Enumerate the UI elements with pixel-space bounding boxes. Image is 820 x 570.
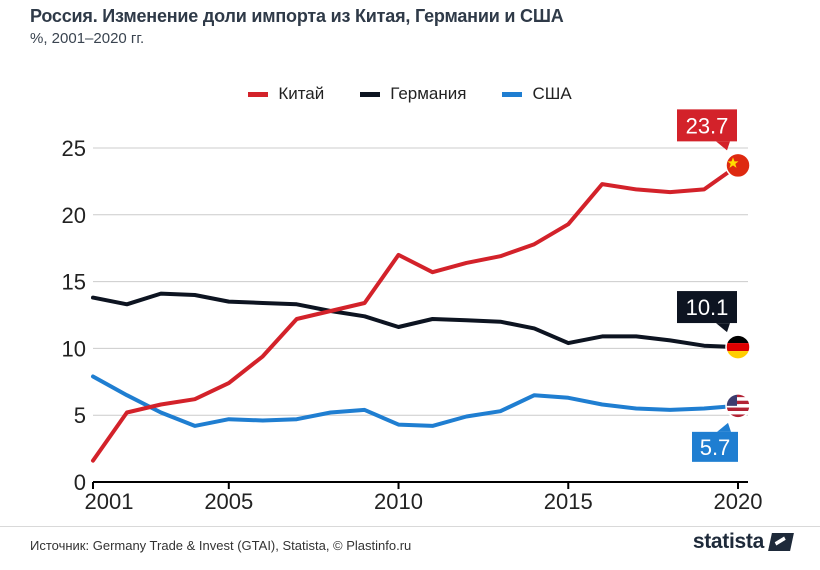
y-tick-label-15: 15 bbox=[62, 270, 86, 295]
chart-subtitle: %, 2001–2020 гг. bbox=[30, 30, 145, 47]
usa-flag-icon bbox=[725, 393, 751, 419]
x-tick-label-2005: 2005 bbox=[204, 489, 253, 514]
chart-title: Россия. Изменение доли импорта из Китая,… bbox=[30, 6, 564, 26]
y-tick-label-20: 20 bbox=[62, 203, 86, 228]
series-line-china bbox=[91, 163, 740, 463]
statista-logo: statista bbox=[692, 530, 794, 554]
source-note: Источник: Germany Trade & Invest (GTAI),… bbox=[30, 538, 412, 553]
germany-flag-icon bbox=[725, 334, 751, 360]
x-tick-label-2001: 2001 bbox=[85, 489, 134, 514]
series-line-usa bbox=[91, 374, 740, 428]
end-label-badge-usa: 5.7 bbox=[692, 422, 738, 462]
legend-swatch-china bbox=[248, 91, 269, 97]
end-label-box-china bbox=[677, 109, 737, 142]
statista-logo-icon bbox=[768, 533, 794, 551]
legend-label-germany: Германия bbox=[390, 84, 467, 103]
end-label-pointer-usa bbox=[717, 422, 731, 432]
china-flag-icon bbox=[725, 152, 751, 179]
legend-label-usa: США bbox=[532, 84, 572, 103]
end-label-badge-germany: 10.1 bbox=[677, 291, 737, 333]
footer-divider bbox=[0, 526, 820, 527]
end-label-box-usa bbox=[692, 431, 738, 462]
y-tick-label-25: 25 bbox=[62, 136, 86, 161]
legend-swatch-germany bbox=[360, 91, 381, 97]
end-label-china: 23.7 bbox=[686, 113, 729, 138]
chart-legend: Китай Германия США bbox=[0, 84, 820, 104]
legend-item-usa: США bbox=[502, 84, 572, 104]
brand-name: statista bbox=[692, 530, 764, 553]
legend-swatch-usa bbox=[502, 91, 523, 97]
legend-item-germany: Германия bbox=[360, 84, 466, 104]
y-tick-label-0: 0 bbox=[74, 470, 86, 495]
end-label-pointer-china bbox=[716, 141, 730, 151]
legend-item-china: Китай bbox=[248, 84, 324, 104]
end-label-badge-china: 23.7 bbox=[677, 109, 737, 151]
legend-label-china: Китай bbox=[278, 84, 325, 103]
x-tick-label-2010: 2010 bbox=[374, 489, 423, 514]
end-label-usa: 5.7 bbox=[700, 435, 731, 460]
end-label-germany: 10.1 bbox=[686, 295, 729, 320]
y-tick-label-5: 5 bbox=[74, 403, 86, 428]
x-tick-label-2020: 2020 bbox=[714, 489, 763, 514]
series-line-germany bbox=[91, 291, 740, 350]
end-label-pointer-germany bbox=[716, 323, 730, 333]
x-tick-label-2015: 2015 bbox=[544, 489, 593, 514]
y-tick-label-10: 10 bbox=[62, 336, 86, 361]
end-label-box-germany bbox=[677, 291, 737, 324]
